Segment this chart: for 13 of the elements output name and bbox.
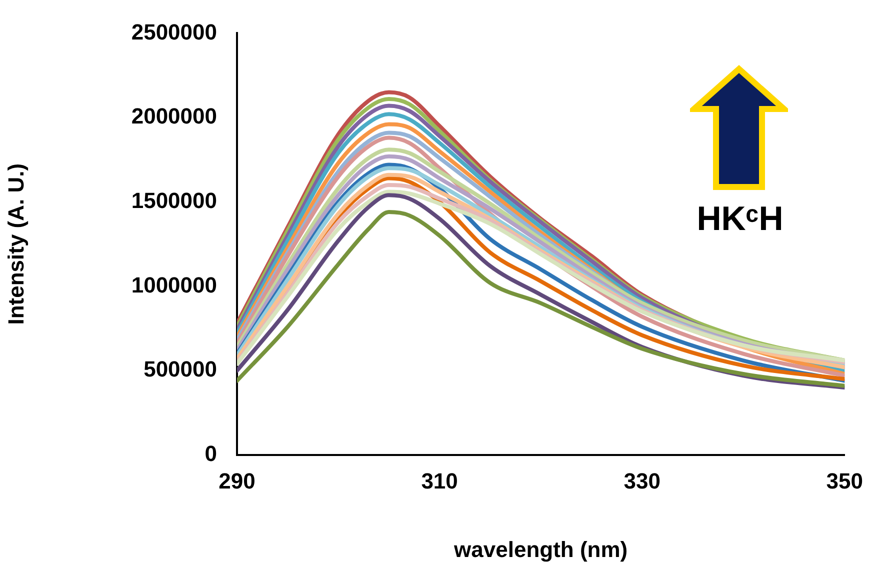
x-tick-label: 290	[218, 468, 256, 494]
x-tick-label: 310	[421, 468, 458, 494]
annotation: HKᶜH	[696, 200, 784, 239]
y-tick-label: 1000000	[131, 272, 217, 298]
y-tick-label: 0	[204, 441, 217, 466]
x-axis-title: wavelength (nm)	[453, 536, 628, 562]
y-tick-label: 500000	[144, 356, 217, 382]
y-tick-label: 1500000	[131, 188, 217, 213]
y-axis-title: Intensity (A. U.)	[3, 163, 28, 325]
x-tick-label: 330	[624, 468, 660, 494]
x-tick-label: 350	[826, 468, 864, 494]
y-tick-label: 2500000	[131, 19, 217, 44]
y-tick-label: 2000000	[131, 104, 217, 129]
